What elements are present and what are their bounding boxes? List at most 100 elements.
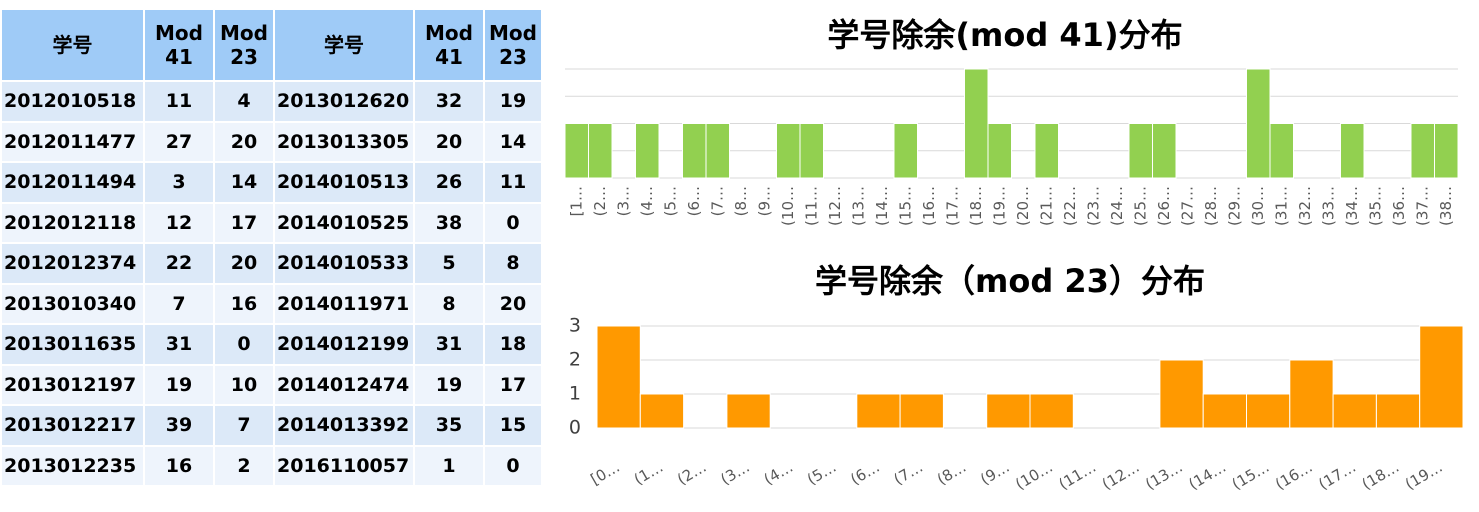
header-cell: Mod 41 bbox=[413, 8, 485, 82]
x-tick-label: (25… bbox=[1131, 186, 1149, 226]
bar bbox=[1246, 68, 1271, 179]
x-tick-label: (18… bbox=[1359, 458, 1403, 494]
bar bbox=[1434, 123, 1459, 179]
x-tick-label: (10… bbox=[779, 186, 797, 226]
x-tick-label: (18… bbox=[967, 186, 985, 226]
table-cell: 2014010533 bbox=[273, 242, 415, 285]
bar bbox=[1419, 325, 1464, 429]
x-tick-label: (4… bbox=[638, 186, 656, 216]
bar bbox=[564, 123, 589, 179]
table-cell: 19 bbox=[483, 80, 543, 123]
table-cell: 11 bbox=[143, 80, 215, 123]
table-cell: 19 bbox=[413, 363, 485, 406]
header-cell: Mod 23 bbox=[213, 8, 275, 82]
bar bbox=[1375, 393, 1421, 429]
table-row: 2013010340 7 16 2014011971 8 20 bbox=[0, 282, 543, 325]
table-cell: 20 bbox=[483, 282, 543, 325]
table-cell: 11 bbox=[483, 161, 543, 204]
table-row: 2012011477 27 20 2013013305 20 14 bbox=[0, 120, 543, 163]
table-cell: 2014010525 bbox=[273, 201, 415, 244]
x-tick-label: (35… bbox=[1366, 186, 1384, 226]
bar bbox=[705, 123, 730, 179]
x-tick-label: (19… bbox=[1402, 458, 1446, 494]
bar bbox=[899, 393, 944, 429]
table-cell: 2012012118 bbox=[0, 201, 145, 244]
table-cell: 2013012620 bbox=[273, 80, 415, 123]
x-tick-label: (3… bbox=[614, 186, 632, 216]
x-tick-label: (28… bbox=[1202, 186, 1220, 226]
x-tick-label: (7… bbox=[708, 186, 726, 216]
x-tick-label: (24… bbox=[1108, 186, 1126, 226]
x-tick-label: (11… bbox=[802, 186, 820, 226]
x-tick-label: (33… bbox=[1319, 186, 1337, 226]
table-cell: 2014010513 bbox=[273, 161, 415, 204]
table-cell: 39 bbox=[143, 404, 215, 447]
table-row: 2013012217 39 7 2014013392 35 15 bbox=[0, 404, 543, 447]
table-cell: 31 bbox=[413, 323, 485, 366]
x-tick-label: (10… bbox=[1012, 458, 1056, 494]
x-tick-label: (1… bbox=[631, 458, 666, 489]
table-cell: 2 bbox=[213, 444, 275, 487]
x-tick-label: (2… bbox=[674, 458, 709, 489]
x-tick-label: (31… bbox=[1272, 186, 1290, 226]
table-row: 2012012118 12 17 2014010525 38 0 bbox=[0, 201, 543, 244]
table-cell: 26 bbox=[413, 161, 485, 204]
table-cell: 2013011635 bbox=[0, 323, 145, 366]
table-cell: 2013012235 bbox=[0, 444, 145, 487]
x-tick-label: (23… bbox=[1084, 186, 1102, 226]
x-tick-label: (12… bbox=[826, 186, 844, 226]
header-row: 学号 Mod 41 Mod 23 学号 Mod 41 Mod 23 bbox=[0, 8, 543, 82]
header-cell: 学号 bbox=[273, 8, 415, 82]
table-cell: 31 bbox=[143, 323, 215, 366]
x-tick-label: (5… bbox=[661, 186, 679, 216]
table-cell: 4 bbox=[213, 80, 275, 123]
x-tick-label: (38… bbox=[1437, 186, 1455, 226]
x-tick-label: (9… bbox=[977, 458, 1012, 489]
bar bbox=[1034, 123, 1059, 179]
x-tick-label: [0… bbox=[588, 458, 623, 489]
data-table: 学号 Mod 41 Mod 23 学号 Mod 41 Mod 23 2012010518 1… bbox=[0, 8, 543, 487]
x-tick-label: (34… bbox=[1343, 186, 1361, 226]
x-tick-label: (9… bbox=[755, 186, 773, 216]
table-cell: 2014012199 bbox=[273, 323, 415, 366]
table-cell: 35 bbox=[413, 404, 485, 447]
x-tick-label: [1… bbox=[567, 186, 585, 216]
x-tick-label: (3… bbox=[717, 458, 752, 489]
table-cell: 2013010340 bbox=[0, 282, 145, 325]
x-tick-label: (26… bbox=[1155, 186, 1173, 226]
chart-title: 学号除余(mod 41)分布 bbox=[827, 16, 1182, 54]
bar bbox=[1410, 123, 1435, 179]
x-tick-label: (30… bbox=[1249, 186, 1267, 226]
table-cell: 2012011494 bbox=[0, 161, 145, 204]
table-cell: 0 bbox=[213, 323, 275, 366]
table-cell: 16 bbox=[143, 444, 215, 487]
x-tick-label: (17… bbox=[943, 186, 961, 226]
bar bbox=[776, 123, 801, 179]
x-tick-label: (15… bbox=[1229, 458, 1273, 494]
y-tick-label: 3 bbox=[569, 315, 581, 337]
table-cell: 2012011477 bbox=[0, 120, 145, 163]
table-cell: 2012012374 bbox=[0, 242, 145, 285]
x-tick-label: (2… bbox=[591, 186, 609, 216]
bar bbox=[682, 123, 707, 179]
table-cell: 2012010518 bbox=[0, 80, 145, 123]
table-cell: 2016110057 bbox=[273, 444, 415, 487]
x-tick-label: (17… bbox=[1315, 458, 1359, 494]
y-tick-label: 1 bbox=[569, 383, 581, 405]
x-tick-label: (8… bbox=[934, 458, 969, 489]
bar bbox=[1128, 123, 1153, 179]
x-tick-label: (37… bbox=[1413, 186, 1431, 226]
table-cell: 3 bbox=[143, 161, 215, 204]
bar bbox=[893, 123, 918, 179]
table-cell: 14 bbox=[213, 161, 275, 204]
bar bbox=[1332, 393, 1377, 429]
table-cell: 1 bbox=[413, 444, 485, 487]
table-cell: 16 bbox=[213, 282, 275, 325]
table-cell: 2014012474 bbox=[273, 363, 415, 406]
table-cell: 12 bbox=[143, 201, 215, 244]
bar bbox=[635, 123, 660, 179]
table-body: 2012010518 11 4 2013012620 32 19 2012011477 27 2… bbox=[0, 80, 543, 487]
bar bbox=[1340, 123, 1365, 179]
table-cell: 20 bbox=[213, 120, 275, 163]
